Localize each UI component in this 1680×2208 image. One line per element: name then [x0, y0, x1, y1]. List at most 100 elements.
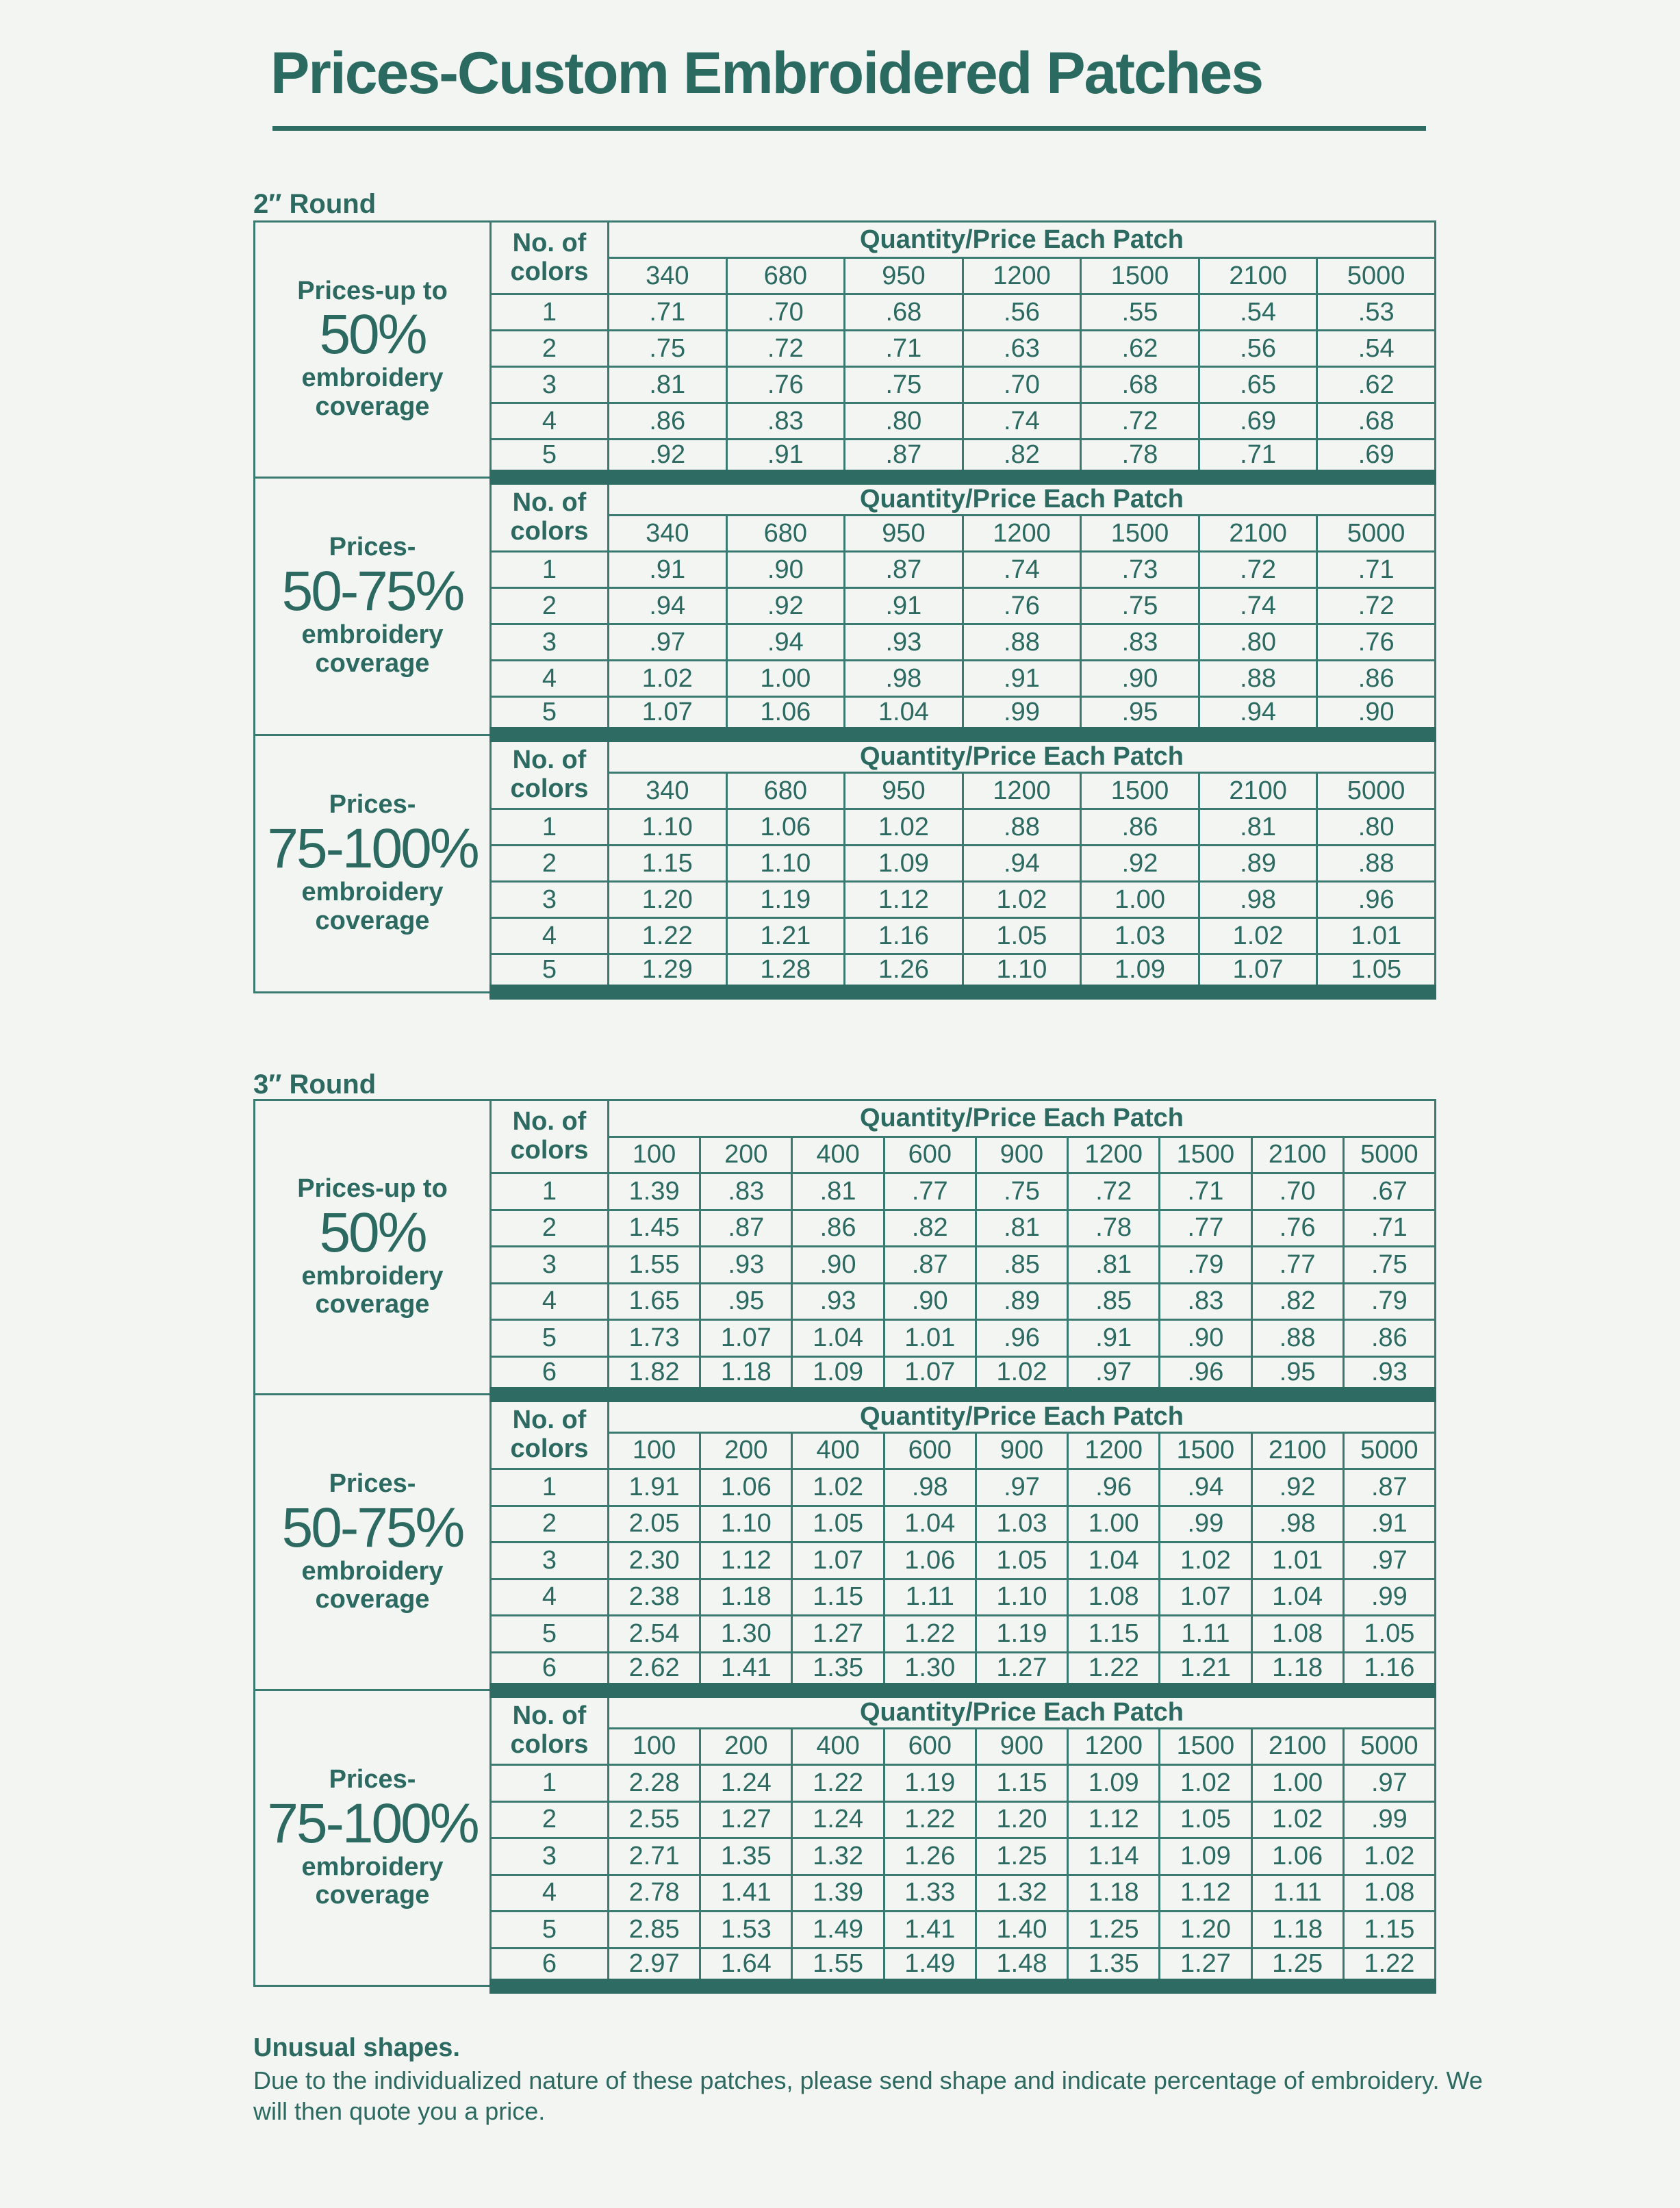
price-cell: 1.25 [1250, 1946, 1345, 1994]
price-cell: .97 [1067, 1355, 1161, 1402]
price-cell: .99 [1158, 1504, 1253, 1543]
color-count-cell: 2 [489, 1504, 609, 1543]
price-cell: .72 [1080, 402, 1200, 440]
coverage-text: embroidery [301, 1261, 444, 1291]
title-underline [272, 126, 1426, 131]
price-cell: .90 [791, 1245, 885, 1284]
price-cell: 1.10 [961, 953, 1082, 1000]
price-cell: .82 [961, 438, 1082, 485]
price-cell: .99 [1342, 1800, 1437, 1839]
price-cell: .68 [1080, 366, 1200, 404]
coverage-text: coverage [315, 648, 430, 678]
color-count-cell: 5 [489, 696, 609, 742]
price-cell: .91 [607, 550, 728, 589]
price-cell: .90 [1316, 696, 1436, 742]
header-row: Prices- 75-100% embroidery coverage No. of co… [253, 733, 1436, 993]
page-title: Prices-Custom Embroidered Patches [270, 40, 1264, 106]
coverage-label: Prices- 75-100% embroidery coverage [253, 733, 492, 993]
price-cell: 1.49 [791, 1910, 885, 1949]
price-cell: .89 [1197, 844, 1319, 883]
price-cell: 1.09 [1158, 1837, 1253, 1876]
price-cell: .96 [1316, 880, 1436, 919]
table-row: 4 2.38 1.18 1.15 1.11 1.10 1.08 1.07 1.04.99 [255, 1577, 1437, 1616]
price-cell: .76 [1250, 1208, 1345, 1247]
quantity-row: 100 200 400 600 900 1200 1500 2100 5000 [255, 1431, 1437, 1470]
coverage-percent: 50% [319, 1201, 427, 1264]
table-row: 4 1.65.95.93.90.89.85.83.82.79 [255, 1282, 1437, 1321]
table-row: 5.92.91.87.82.78.71.69 [255, 438, 1436, 485]
coverage-label: Prices-up to 50% embroidery coverage [253, 220, 492, 479]
price-cell: .79 [1342, 1282, 1437, 1321]
price-cell: 1.65 [607, 1282, 702, 1321]
quantity-header: 680 [725, 772, 846, 810]
quantity-header: 900 [974, 1135, 1069, 1174]
no-of-colors-header: No. of colors [489, 1099, 609, 1174]
price-cell: .94 [1158, 1468, 1253, 1507]
price-cell: 1.45 [607, 1208, 702, 1247]
quantity-header: 900 [974, 1431, 1069, 1470]
price-cell: 1.29 [607, 953, 728, 1000]
coverage-text: Prices- [329, 1764, 416, 1794]
price-cell: .63 [961, 329, 1082, 368]
quantity-header: 950 [843, 772, 964, 810]
quantity-header: 2100 [1250, 1431, 1345, 1470]
price-cell: 1.05 [1342, 1614, 1437, 1653]
coverage-label: Prices-up to 50% embroidery coverage [253, 1099, 492, 1395]
table-row: 5 1.73 1.07 1.04 1.01.96.91.90.88.86 [255, 1319, 1437, 1358]
price-cell: .71 [1316, 550, 1436, 589]
no-of-colors-header-line: No. of [512, 228, 587, 257]
color-count-cell: 3 [489, 1837, 609, 1876]
coverage-text: embroidery [301, 1852, 444, 1881]
price-cell: 1.22 [791, 1764, 885, 1803]
price-cell: .92 [1250, 1468, 1345, 1507]
price-cell: 1.20 [607, 880, 728, 919]
quantity-header: 340 [607, 514, 728, 553]
table-row: 1.91.90.87.74.73.72.71 [255, 550, 1436, 589]
price-cell: .71 [607, 293, 728, 331]
price-cell: .92 [725, 587, 846, 625]
price-cell: 1.02 [974, 1355, 1069, 1402]
color-count-cell: 2 [489, 329, 609, 368]
price-cell: .67 [1342, 1172, 1437, 1211]
price-cell: 1.02 [607, 659, 728, 698]
quantity-header: 5000 [1342, 1727, 1437, 1766]
quantity-header: 5000 [1316, 257, 1436, 295]
price-cell: 1.07 [607, 696, 728, 742]
price-cell: .96 [1067, 1468, 1161, 1507]
price-cell: .72 [1067, 1172, 1161, 1211]
price-cell: .70 [1250, 1172, 1345, 1211]
price-cell: 1.39 [791, 1873, 885, 1912]
coverage-section: Prices- 75-100% embroidery coverage No. of co… [253, 733, 1436, 1000]
price-cell: .99 [1342, 1577, 1437, 1616]
price-cell: 1.41 [699, 1651, 793, 1698]
no-of-colors-header: No. of colors [489, 220, 609, 295]
coverage-text: Prices-up to [297, 276, 448, 305]
quantity-header: 200 [699, 1135, 793, 1174]
price-cell: .88 [961, 808, 1082, 846]
price-cell: .65 [1197, 366, 1319, 404]
table-row: 2 2.05 1.10 1.05 1.04 1.03 1.00.99.98.91 [255, 1504, 1437, 1543]
price-cell: .86 [1080, 808, 1200, 846]
coverage-text: coverage [315, 392, 430, 422]
price-cell: .80 [1316, 808, 1436, 846]
price-cell: .78 [1080, 438, 1200, 485]
coverage-section: Prices- 75-100% embroidery coverage No. of co… [253, 1689, 1437, 1994]
price-cell: 1.30 [882, 1651, 977, 1698]
no-of-colors-header-line: colors [510, 1434, 589, 1463]
price-cell: .86 [1342, 1319, 1437, 1358]
price-cell: .96 [1158, 1355, 1253, 1402]
coverage-label: Prices- 50-75% embroidery coverage [253, 1393, 492, 1691]
price-cell: .71 [1197, 438, 1319, 485]
price-cell: 1.09 [843, 844, 964, 883]
color-count-cell: 3 [489, 880, 609, 919]
color-count-cell: 2 [489, 1800, 609, 1839]
color-count-cell: 3 [489, 1541, 609, 1580]
color-count-cell: 1 [489, 293, 609, 331]
price-cell: 1.35 [1067, 1946, 1161, 1994]
price-cell: 2.71 [607, 1837, 702, 1876]
price-cell: .62 [1080, 329, 1200, 368]
price-cell: 1.18 [1250, 1910, 1345, 1949]
color-count-cell: 2 [489, 1208, 609, 1247]
price-cell: 1.02 [1158, 1541, 1253, 1580]
price-cell: .91 [725, 438, 846, 485]
